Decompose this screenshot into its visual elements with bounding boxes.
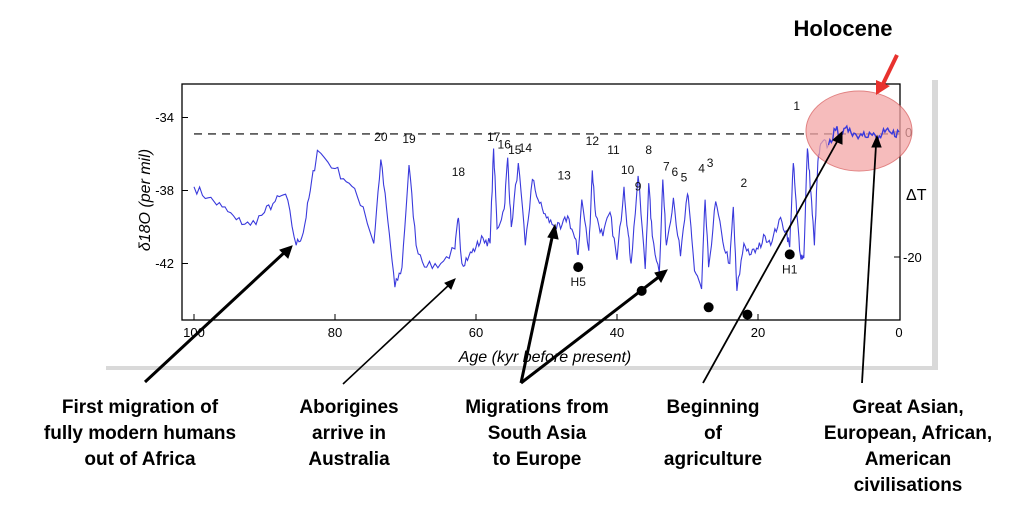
event-number-label: 9 xyxy=(635,180,642,194)
annotation-line: of xyxy=(704,423,723,444)
y-axis-label: δ18O (per mil) xyxy=(137,149,154,251)
y2-tick-label: -20 xyxy=(903,250,922,265)
x-axis-label: Age (kyr before present) xyxy=(458,349,632,366)
heinrich-marker xyxy=(573,262,584,273)
annotation-line: Beginning xyxy=(667,397,760,418)
annotation-line: Great Asian, xyxy=(852,397,963,418)
event-number-label: 2 xyxy=(741,176,748,190)
y2-axis-label: ΔT xyxy=(906,187,927,204)
annotation-line: South Asia xyxy=(488,423,587,444)
arrow-migrations-b xyxy=(520,274,661,385)
heinrich-marker xyxy=(742,309,753,320)
annotation-line: American xyxy=(865,449,952,470)
annotation-line: Australia xyxy=(308,449,390,470)
arrowhead xyxy=(832,130,843,145)
annotation-migrations: Migrations from South Asia to Europe xyxy=(465,397,609,470)
y-tick-label: -42 xyxy=(155,256,174,271)
event-number-label: 14 xyxy=(519,141,533,155)
plot-background xyxy=(102,76,932,366)
x-tick-label: 20 xyxy=(751,325,765,340)
y-tick-label: -38 xyxy=(155,183,174,198)
series-layer xyxy=(193,124,900,291)
event-number-label: 15 xyxy=(508,143,522,157)
arrowhead xyxy=(444,278,456,290)
annotation-aborigines: Aborigines arrive in Australia xyxy=(299,397,398,470)
x-tick-label: 0 xyxy=(895,325,902,340)
event-number-label: 10 xyxy=(621,163,635,177)
annotation-line: to Europe xyxy=(493,449,582,470)
arrowhead xyxy=(871,134,882,148)
annotation-line: First migration of xyxy=(62,397,219,418)
event-number-label: 20 xyxy=(374,130,388,144)
event-number-label: 19 xyxy=(402,132,416,146)
event-number-label: 1 xyxy=(793,99,800,113)
arrowhead xyxy=(279,245,293,259)
event-number-label: 8 xyxy=(645,143,652,157)
event-number-label: 6 xyxy=(671,165,678,179)
event-number-label: 5 xyxy=(681,170,688,184)
heinrich-label: H1 xyxy=(782,262,798,276)
annotation-line: Aborigines xyxy=(299,397,398,418)
annotation-line: arrive in xyxy=(312,423,386,444)
event-number-label: 7 xyxy=(663,159,670,173)
annotation-line: out of Africa xyxy=(84,449,196,470)
event-number-label: 11 xyxy=(607,143,620,157)
heinrich-marker xyxy=(784,249,795,260)
arrow-migrations-a xyxy=(519,232,555,384)
arrow-aborigines xyxy=(342,283,451,385)
x-tick-label: 40 xyxy=(610,325,624,340)
annotation-line: Migrations from xyxy=(465,397,609,418)
event-number-label: 18 xyxy=(452,165,466,179)
arrow-first-migration xyxy=(143,249,288,384)
holocene-arrow-head xyxy=(876,80,890,95)
plot-frame xyxy=(181,83,901,321)
x-tick-label: 80 xyxy=(328,325,342,340)
annotation-first-migration: First migration of fully modern humans o… xyxy=(44,397,236,470)
arrow-agriculture xyxy=(702,139,839,384)
event-number-label: 3 xyxy=(707,156,714,170)
annotation-agriculture: Beginning of agriculture xyxy=(664,397,762,470)
arrowhead xyxy=(654,269,668,283)
annotation-arrows xyxy=(143,130,882,385)
y-axis-left: -34 -38 -42 xyxy=(155,110,188,271)
annotation-line: civilisations xyxy=(854,475,963,496)
holocene-highlight xyxy=(805,90,913,172)
holocene-arrow xyxy=(880,54,899,87)
event-number-label: 4 xyxy=(698,161,705,175)
annotation-civilisations: Great Asian, European, African, American… xyxy=(824,397,992,496)
y-tick-label: -34 xyxy=(155,110,174,125)
arrowhead xyxy=(547,223,559,240)
annotation-line: European, African, xyxy=(824,423,992,444)
arrow-civilisations xyxy=(861,144,877,384)
d18o-series-line xyxy=(193,124,900,291)
annotation-line: agriculture xyxy=(664,449,762,470)
event-number-label: 16 xyxy=(498,138,512,152)
x-tick-label: 60 xyxy=(469,325,483,340)
holocene-label: Holocene xyxy=(793,16,892,41)
annotation-line: fully modern humans xyxy=(44,423,236,444)
event-number-label: 12 xyxy=(586,134,600,148)
x-tick-label: 100 xyxy=(183,325,205,340)
heinrich-label: H5 xyxy=(571,275,587,289)
event-number-label: 17 xyxy=(487,130,501,144)
heinrich-marker xyxy=(703,302,714,313)
event-number-label: 13 xyxy=(557,169,571,183)
x-axis: 100 80 60 40 20 0 Age (kyr before presen… xyxy=(183,314,903,366)
